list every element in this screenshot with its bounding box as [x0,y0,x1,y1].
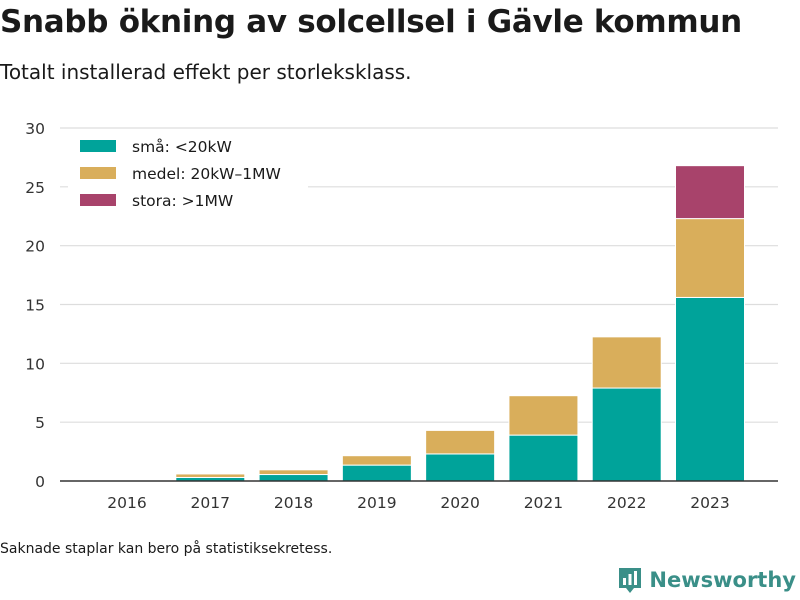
y-tick-label: 20 [25,238,45,256]
brand-name: Newsworthy [649,568,796,592]
bar-segment [508,395,579,436]
x-tick-label: 2019 [357,494,396,512]
x-tick-label: 2016 [107,494,146,512]
legend-swatch [80,167,116,179]
x-axis-ticks: 2016 2017 2018 2019 2020 2021 2022 2023 [107,494,729,512]
bar-segment [258,474,329,482]
bars [92,165,745,482]
legend-label: stora: >1MW [132,192,233,210]
x-tick-label: 2021 [524,494,563,512]
chart-subtitle: Totalt installerad effekt per storlekskl… [0,60,412,84]
bar-segment [425,453,496,482]
legend-label: små: <20kW [132,138,232,156]
legend-swatch [80,140,116,152]
bar-segment [591,387,662,482]
bar-segment [675,218,745,298]
y-tick-label: 30 [25,120,45,138]
y-tick-label: 0 [35,473,45,491]
bar-chart-logo-icon [619,568,642,593]
bar-segment [425,429,496,455]
bar-segment [675,165,745,220]
y-axis-ticks: 0 5 10 15 20 25 30 [25,120,45,491]
bar-segment [591,336,662,389]
brand: Newsworthy [617,566,796,594]
bar-segment [675,296,745,482]
legend-swatch [80,194,116,206]
bar-segment [175,473,246,478]
y-tick-label: 15 [25,297,45,315]
bar-segment [341,455,412,466]
bar-segment [341,464,412,482]
y-tick-label: 5 [35,414,45,432]
x-tick-label: 2017 [191,494,230,512]
y-tick-label: 10 [25,355,45,373]
x-tick-label: 2018 [274,494,313,512]
y-tick-label: 25 [25,179,45,197]
x-tick-label: 2020 [440,494,479,512]
footnote: Saknade staplar kan bero på statistiksek… [0,541,333,557]
bar-segment [508,434,579,482]
x-tick-label: 2023 [690,494,729,512]
bar-segment [258,469,329,476]
legend-label: medel: 20kW–1MW [132,165,281,183]
legend: små: <20kW medel: 20kW–1MW stora: >1MW [68,133,308,215]
x-tick-label: 2022 [607,494,646,512]
stacked-bar-chart: 0 5 10 15 20 25 30 2016 2017 2018 2019 2020 2021 202… [25,120,778,512]
chart-title: Snabb ökning av solcellsel i Gävle kommu… [0,4,742,40]
